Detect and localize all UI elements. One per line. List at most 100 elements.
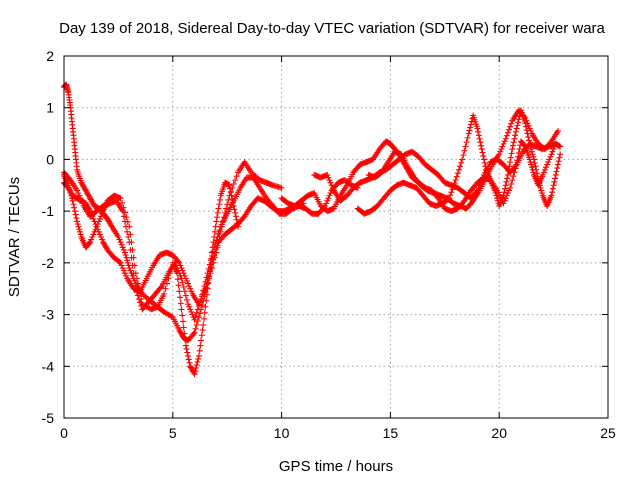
data-point [509,146,516,153]
data-point [549,189,556,196]
data-point [79,200,86,207]
data-point [522,115,529,122]
data-point [75,190,82,197]
data-point [479,174,486,181]
data-point [475,132,482,139]
data-point [514,122,521,129]
data-point [116,236,123,243]
data-point [71,208,78,215]
data-point [474,125,481,132]
data-point [117,195,124,202]
data-point [194,358,201,365]
data-point [231,206,238,213]
data-point [555,158,562,165]
data-point [529,151,536,158]
data-point [178,275,185,282]
data-point [204,270,211,277]
data-point [121,249,128,256]
data-point [182,292,189,299]
data-point [540,169,547,176]
data-point [325,195,332,202]
data-point [552,175,559,182]
data-point [462,143,469,150]
data-point [188,288,195,295]
data-point [492,190,499,197]
data-point [124,228,131,235]
data-point [554,161,561,168]
data-point [199,291,206,298]
data-point [192,313,199,320]
data-point [124,259,131,266]
data-point [188,308,195,315]
data-point [128,254,135,261]
data-point [493,192,500,199]
data-point [126,239,133,246]
data-point [73,215,80,222]
data-point [176,288,183,295]
data-point [119,208,126,215]
data-point [215,230,222,237]
data-point [75,223,82,230]
data-point [117,239,124,246]
data-point [532,163,539,170]
data-point [179,318,186,325]
chart-title: Day 139 of 2018, Sidereal Day-to-day VTE… [59,20,605,37]
data-point [126,265,133,272]
data-point [201,283,208,290]
data-point [548,192,555,199]
data-point [186,303,193,310]
data-point [192,325,199,332]
data-point [461,147,468,154]
data-point [124,257,131,264]
data-point [232,209,239,216]
data-point [133,289,140,296]
data-point [466,127,473,134]
data-point [463,139,470,146]
data-point [185,280,192,287]
data-point [215,205,222,212]
data-point [90,231,97,238]
data-point [326,177,333,184]
data-point [206,261,213,268]
data-point [201,288,208,295]
data-point [507,159,514,166]
data-point [193,321,200,328]
data-point [465,130,472,137]
data-point [232,177,239,184]
data-point [88,236,95,243]
data-point [455,166,462,173]
data-point [528,161,535,168]
data-point [537,184,544,191]
data-point [127,246,134,253]
data-point [193,361,200,368]
y-tick-label: -4 [42,358,55,374]
data-point [216,227,223,234]
data-point [93,223,100,230]
data-point [502,185,509,192]
data-point [193,309,200,316]
data-point [553,168,560,175]
data-point [521,113,528,120]
data-point [233,173,240,180]
data-point [185,301,192,308]
data-point [121,270,128,277]
data-point [504,175,511,182]
data-point [214,209,221,216]
data-point [202,303,209,310]
data-point [76,228,83,235]
data-point [535,177,542,184]
y-tick-label: 1 [46,100,54,116]
data-point [469,199,475,206]
data-point [498,146,505,153]
data-point [202,278,209,285]
data-point [475,128,482,135]
data-point [211,228,218,235]
data-point [467,121,474,128]
data-point [541,166,548,173]
data-point [175,258,182,265]
series-track-c [61,179,307,308]
data-point [174,265,181,272]
data-point [134,292,141,299]
data-point [108,222,115,229]
data-point [480,152,487,159]
